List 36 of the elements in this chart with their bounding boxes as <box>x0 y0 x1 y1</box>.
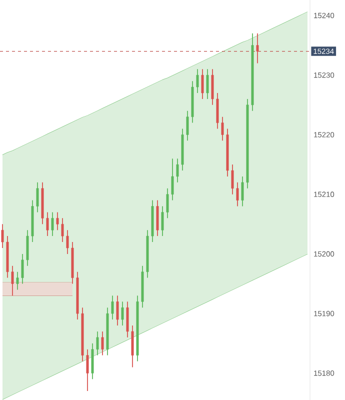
candlestick <box>26 230 29 266</box>
candlestick <box>36 182 39 213</box>
candlestick <box>256 32 259 64</box>
candlestick <box>96 330 99 356</box>
candlestick <box>46 212 49 237</box>
candlestick <box>116 295 119 326</box>
candlestick <box>236 182 239 207</box>
candlestick <box>171 158 174 201</box>
candlestick <box>61 218 64 242</box>
candlestick <box>131 325 134 368</box>
candlestick <box>86 348 89 392</box>
candlestick <box>201 68 204 100</box>
candlestick <box>11 265 14 296</box>
candlestick <box>186 110 189 142</box>
candlestick <box>126 301 129 338</box>
candlestick <box>231 164 234 195</box>
candlestick <box>101 330 104 356</box>
candlestick <box>176 158 179 183</box>
candlestick <box>16 271 19 290</box>
candlestick <box>196 68 199 94</box>
candlestick <box>156 200 159 237</box>
candlestick <box>66 230 69 254</box>
candlestick <box>91 342 94 380</box>
candlestick <box>121 301 124 326</box>
candlestick <box>221 116 224 142</box>
candlestick <box>161 206 164 237</box>
candlestick <box>166 188 169 219</box>
candlestick <box>51 212 54 237</box>
candlestick <box>241 176 244 207</box>
candlestick <box>206 68 209 100</box>
candlestick <box>56 212 59 231</box>
candlestick <box>216 92 219 130</box>
candlestick <box>1 224 4 248</box>
candlestick <box>211 68 214 106</box>
candlestick <box>21 253 24 284</box>
candlestick <box>111 295 114 320</box>
